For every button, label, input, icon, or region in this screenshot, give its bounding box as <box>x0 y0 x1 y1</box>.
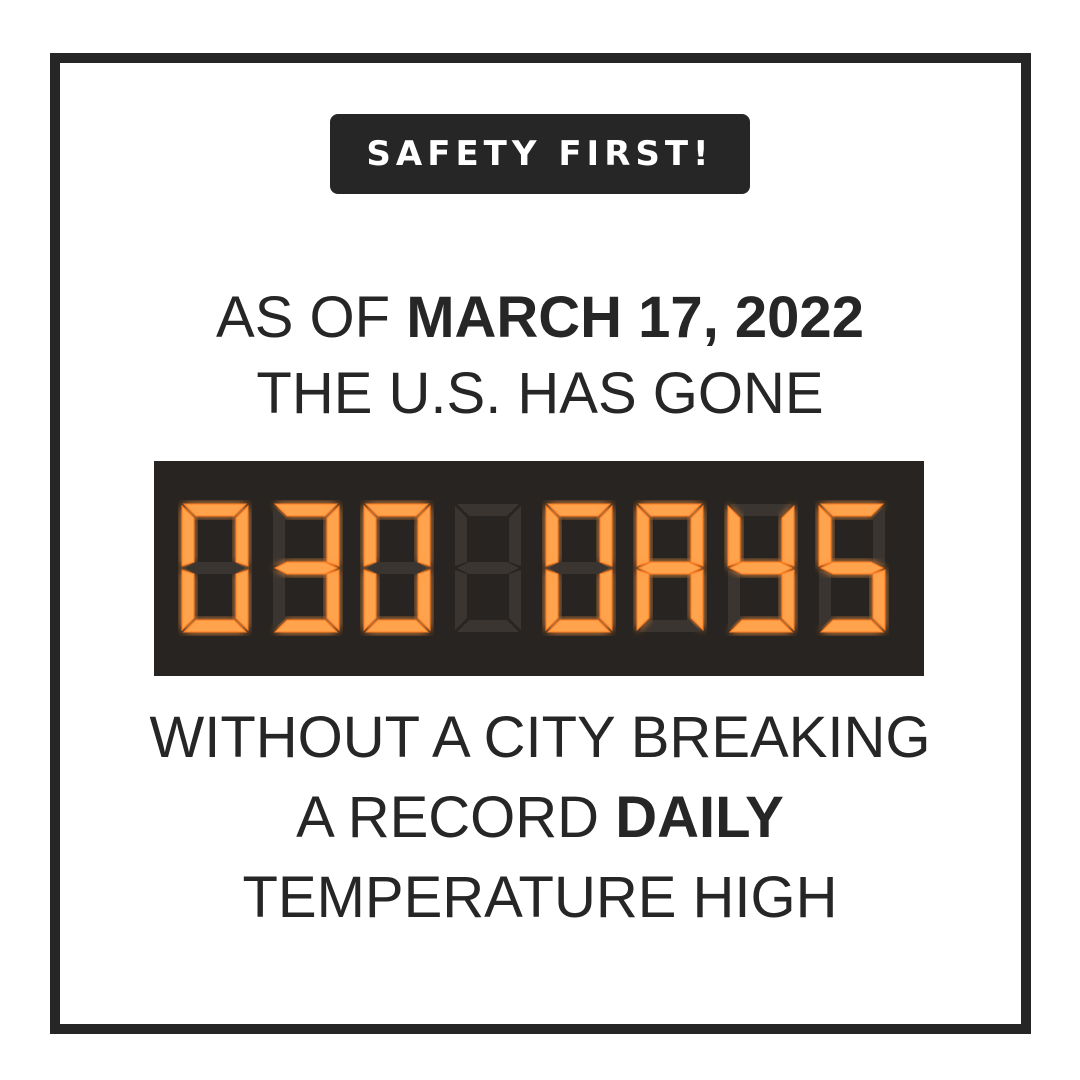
segment-b <box>781 504 795 567</box>
segment-b <box>690 504 704 567</box>
segment-g <box>184 562 246 574</box>
segment-a <box>182 503 248 517</box>
segment-g <box>819 561 885 575</box>
counter-glyph-5 <box>636 503 704 632</box>
counter-glyph-6 <box>727 504 795 633</box>
counter-glyph-2 <box>363 503 431 633</box>
segment-g <box>366 562 428 574</box>
segment-e <box>273 570 285 630</box>
segment-e <box>181 569 195 632</box>
segment-e <box>636 569 650 632</box>
segment-a <box>364 503 430 517</box>
counter-glyph-0 <box>181 503 249 633</box>
segment-a <box>546 503 612 517</box>
digital-day-counter <box>154 461 924 676</box>
segment-g <box>728 561 794 575</box>
segment-f <box>636 504 650 567</box>
segment-d <box>364 619 430 633</box>
segment-d <box>273 619 339 633</box>
segment-c <box>690 569 704 632</box>
segment-d <box>457 620 519 632</box>
segment-d <box>546 619 612 633</box>
headline-line-4: A RECORD DAILY <box>80 782 1000 854</box>
segment-g <box>548 562 610 574</box>
segment-b <box>599 504 613 567</box>
counter-glyph-1 <box>273 503 340 633</box>
headline-date-line: AS OF MARCH 17, 2022 <box>80 282 1000 354</box>
segment-g <box>457 562 519 574</box>
segment-e <box>819 570 831 630</box>
headline-emphasis: DAILY <box>615 785 784 850</box>
segment-c <box>326 569 340 632</box>
segment-c <box>781 569 795 632</box>
segment-a <box>457 504 519 516</box>
headline-date: MARCH 17, 2022 <box>406 285 864 350</box>
segment-d <box>819 619 885 633</box>
segment-d <box>639 620 701 632</box>
segment-c <box>872 569 886 632</box>
segment-f <box>181 504 195 567</box>
segment-b <box>417 504 431 567</box>
segment-e <box>728 570 740 630</box>
segment-e <box>545 569 559 632</box>
segment-f <box>363 504 377 567</box>
segment-e <box>363 569 377 632</box>
segment-b <box>326 504 340 567</box>
segment-c <box>599 569 613 632</box>
counter-glyph-4 <box>545 503 613 633</box>
segment-a <box>637 503 703 517</box>
headline-prefix: AS OF <box>216 285 407 350</box>
segment-d <box>728 619 794 633</box>
segment-b <box>873 506 885 566</box>
safety-first-badge: SAFETY FIRST! <box>330 114 750 194</box>
segment-e <box>455 570 467 630</box>
headline-line-5: TEMPERATURE HIGH <box>242 865 838 930</box>
segment-b <box>235 504 249 567</box>
segment-g <box>637 561 703 575</box>
segment-c <box>235 569 249 632</box>
headline-line-4-prefix: A RECORD <box>296 785 616 850</box>
segment-f <box>545 504 559 567</box>
segment-a <box>819 503 885 517</box>
segment-f <box>273 506 285 566</box>
segment-a <box>730 504 792 516</box>
segment-c <box>417 569 431 632</box>
segment-f <box>455 506 467 566</box>
headline-line-2: THE U.S. HAS GONE <box>256 361 824 426</box>
segment-g <box>273 561 339 575</box>
segment-f <box>818 504 832 567</box>
segment-c <box>509 570 521 630</box>
counter-glyph-3 <box>455 504 521 632</box>
seven-segment-display <box>181 503 886 633</box>
segment-f <box>727 504 741 567</box>
segment-d <box>182 619 248 633</box>
counter-glyph-7 <box>818 503 886 633</box>
segment-a <box>273 503 339 517</box>
segment-b <box>509 506 521 566</box>
headline-line-3: WITHOUT A CITY BREAKING <box>149 705 931 770</box>
